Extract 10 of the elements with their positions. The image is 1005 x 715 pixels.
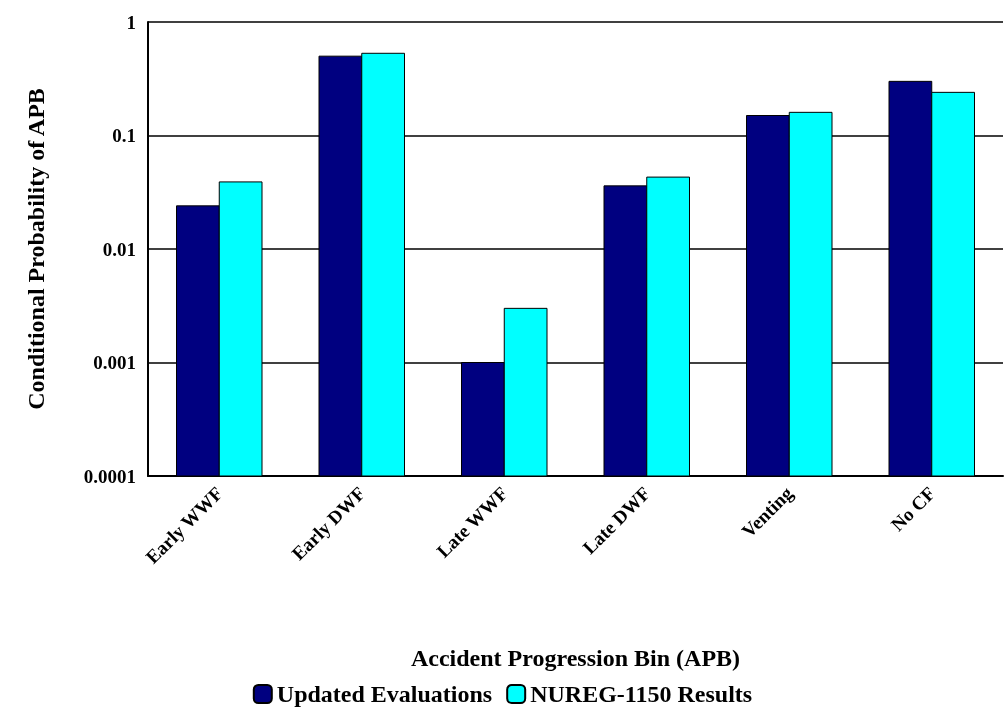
- x-axis-title: Accident Progression Bin (APB): [410, 645, 741, 671]
- y-tick-label: 0.1: [112, 125, 136, 146]
- y-tick-label: 0.01: [102, 238, 136, 260]
- legend-label: Updated Evaluations: [276, 681, 493, 707]
- legend-label: NUREG-1150 Results: [530, 681, 753, 707]
- y-tick-label: 1: [126, 11, 136, 33]
- y-tick-label: 0.0001: [83, 465, 136, 487]
- y-tick-label: 0.001: [93, 352, 136, 373]
- y-axis-title: Conditional Probability of APB: [23, 88, 49, 410]
- x-tick-label: No CF: [886, 482, 940, 536]
